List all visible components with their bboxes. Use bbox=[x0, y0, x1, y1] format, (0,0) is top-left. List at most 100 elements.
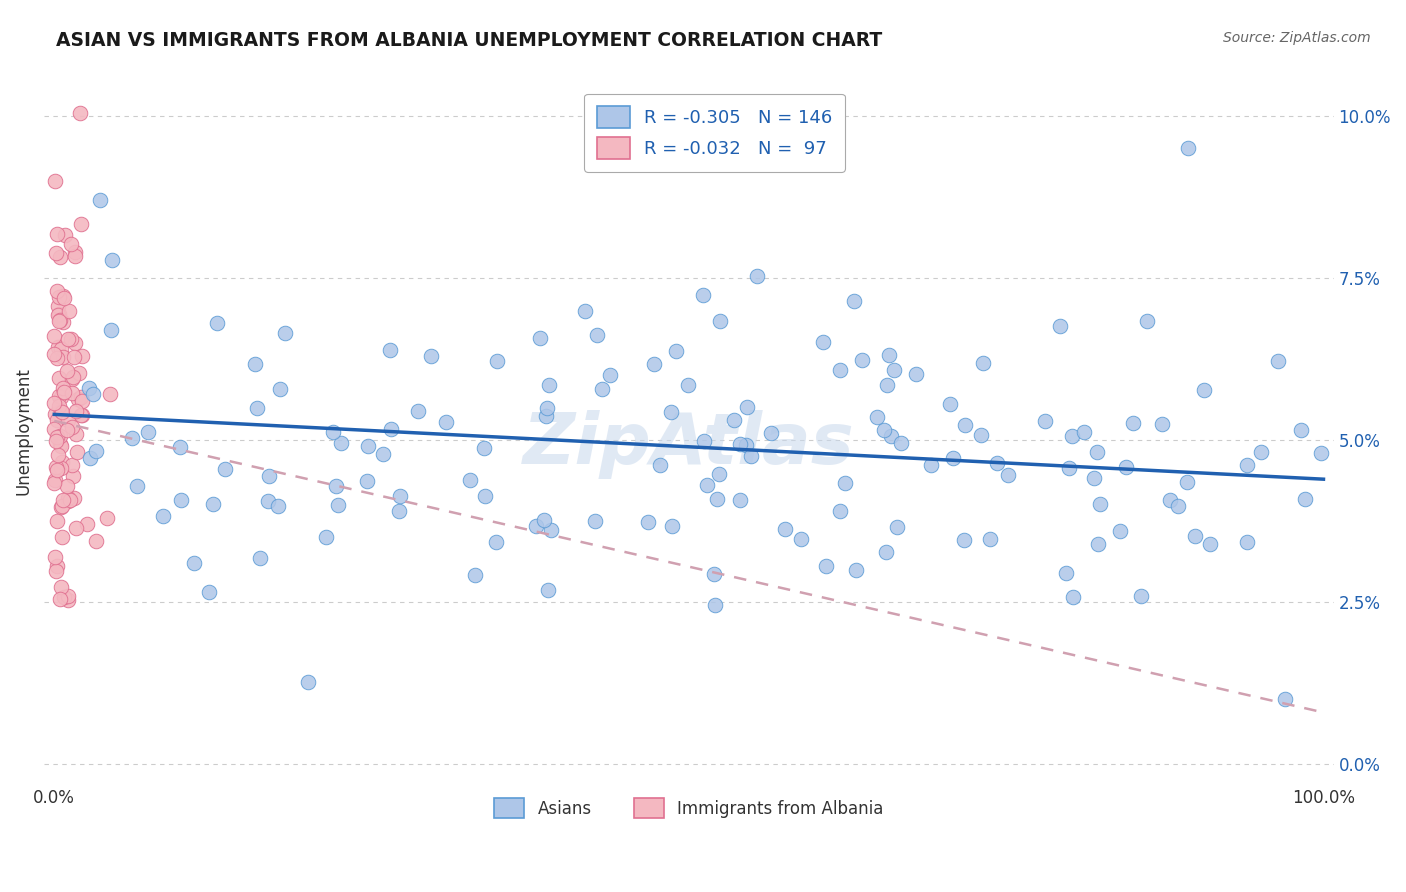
Point bbox=[62, 468, 84, 483]
Point bbox=[56, 494, 79, 508]
Point bbox=[56, 589, 79, 603]
Point bbox=[121, 431, 143, 445]
Point bbox=[880, 429, 903, 443]
Point bbox=[52, 288, 75, 302]
Point bbox=[60, 385, 83, 400]
Point bbox=[371, 447, 394, 461]
Point bbox=[66, 444, 89, 458]
Point bbox=[44, 395, 66, 409]
Point bbox=[1198, 537, 1220, 551]
Point bbox=[89, 194, 111, 208]
Point bbox=[883, 363, 905, 377]
Point bbox=[485, 353, 508, 368]
Point bbox=[643, 357, 665, 371]
Point bbox=[44, 475, 66, 490]
Point bbox=[62, 370, 84, 384]
Point bbox=[82, 387, 104, 401]
Point bbox=[76, 517, 98, 532]
Point bbox=[70, 350, 93, 364]
Point bbox=[1088, 497, 1111, 511]
Point bbox=[67, 392, 90, 407]
Point bbox=[56, 413, 79, 427]
Point bbox=[1035, 414, 1057, 428]
Point bbox=[773, 522, 796, 536]
Point bbox=[45, 413, 67, 427]
Point bbox=[828, 363, 851, 377]
Point bbox=[152, 509, 174, 524]
Point bbox=[51, 405, 73, 419]
Point bbox=[599, 368, 621, 383]
Point bbox=[828, 504, 851, 518]
Point bbox=[46, 430, 69, 444]
Point bbox=[730, 436, 752, 450]
Point bbox=[1087, 537, 1109, 551]
Point bbox=[1062, 590, 1084, 604]
Point bbox=[65, 335, 87, 350]
Point bbox=[979, 533, 1001, 547]
Point bbox=[70, 409, 93, 423]
Point bbox=[723, 413, 745, 427]
Point bbox=[44, 328, 66, 343]
Point bbox=[735, 438, 758, 452]
Point bbox=[1294, 491, 1316, 506]
Point bbox=[1175, 475, 1198, 489]
Point bbox=[1236, 458, 1258, 472]
Point bbox=[49, 342, 72, 356]
Point bbox=[524, 518, 547, 533]
Point bbox=[1057, 461, 1080, 475]
Point bbox=[56, 592, 79, 607]
Point bbox=[45, 284, 67, 298]
Point bbox=[60, 458, 83, 473]
Point bbox=[44, 347, 66, 361]
Point bbox=[269, 382, 291, 396]
Point bbox=[986, 456, 1008, 470]
Point bbox=[1184, 529, 1206, 543]
Point bbox=[46, 227, 69, 241]
Point bbox=[1085, 445, 1108, 459]
Point bbox=[877, 348, 900, 362]
Point bbox=[69, 105, 91, 120]
Point bbox=[45, 463, 67, 477]
Point bbox=[59, 492, 82, 507]
Point bbox=[169, 440, 191, 454]
Point bbox=[665, 343, 688, 358]
Point bbox=[100, 323, 122, 337]
Point bbox=[1049, 318, 1071, 333]
Point bbox=[536, 401, 558, 415]
Point bbox=[735, 400, 758, 414]
Point bbox=[388, 504, 411, 518]
Point bbox=[45, 434, 67, 448]
Point bbox=[326, 498, 349, 512]
Point bbox=[297, 675, 319, 690]
Point bbox=[51, 500, 73, 515]
Point bbox=[44, 422, 66, 436]
Point bbox=[48, 307, 70, 321]
Point bbox=[45, 245, 67, 260]
Point bbox=[485, 535, 508, 549]
Point bbox=[845, 563, 868, 577]
Point bbox=[46, 308, 69, 322]
Point bbox=[70, 217, 93, 231]
Point bbox=[814, 558, 837, 573]
Point bbox=[842, 294, 865, 309]
Point bbox=[1122, 416, 1144, 430]
Point bbox=[1083, 471, 1105, 485]
Point bbox=[1073, 425, 1095, 440]
Point bbox=[49, 591, 72, 606]
Point bbox=[205, 316, 228, 330]
Point bbox=[198, 585, 221, 599]
Point bbox=[873, 423, 896, 437]
Point bbox=[46, 351, 69, 365]
Point bbox=[60, 419, 83, 434]
Point bbox=[65, 427, 87, 442]
Point bbox=[997, 467, 1019, 482]
Point bbox=[56, 332, 79, 346]
Point bbox=[1136, 314, 1159, 328]
Point bbox=[49, 429, 72, 443]
Point bbox=[886, 520, 908, 534]
Point bbox=[79, 381, 101, 395]
Point bbox=[246, 401, 269, 416]
Point bbox=[48, 340, 70, 354]
Point bbox=[45, 559, 67, 574]
Point bbox=[693, 434, 716, 449]
